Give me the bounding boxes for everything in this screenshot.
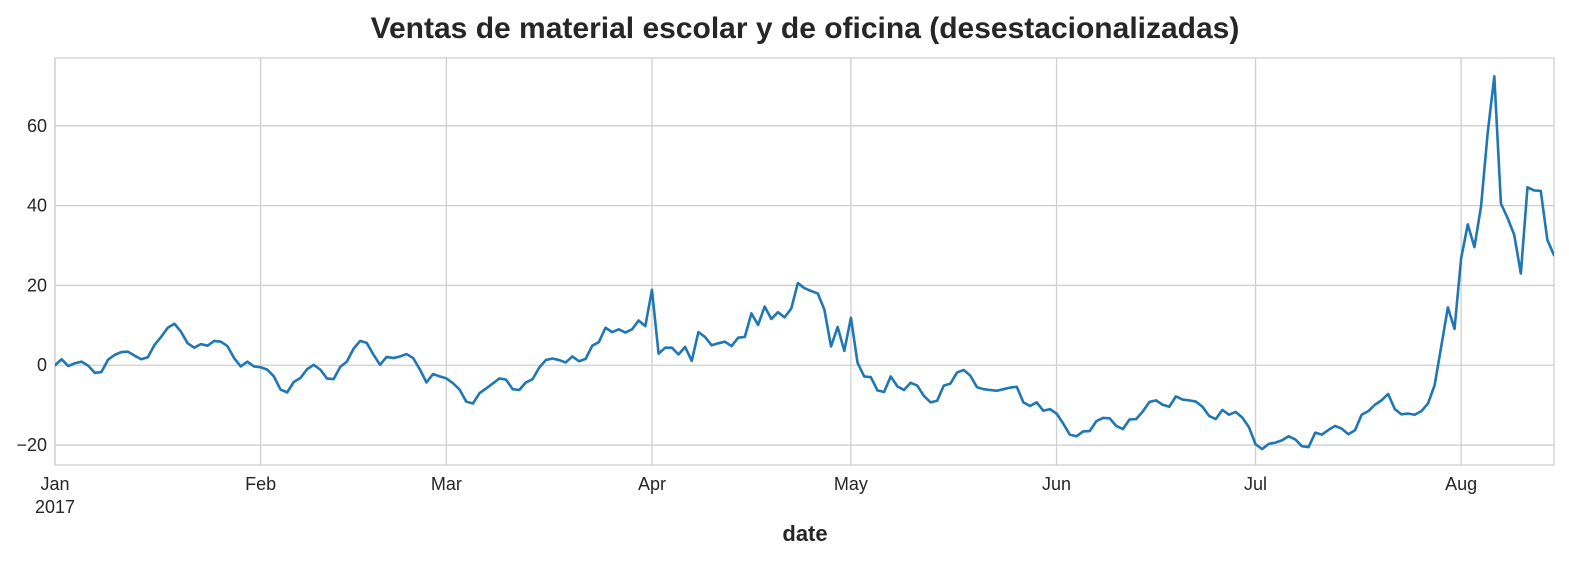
x-tick-label: Jan xyxy=(40,474,69,494)
plot-frame xyxy=(54,57,1555,466)
y-tick-label: −20 xyxy=(16,435,47,455)
y-axis: −20 0 20 40 60 xyxy=(16,116,47,455)
x-axis-label: date xyxy=(782,521,827,546)
x-tick-label: Apr xyxy=(638,474,666,494)
x-tick-sublabel: 2017 xyxy=(35,497,75,517)
x-tick-label: Jul xyxy=(1244,474,1267,494)
y-tick-label: 60 xyxy=(27,116,47,136)
x-axis: Jan 2017 Feb Mar Apr May Jun Jul Aug xyxy=(35,474,1477,517)
y-tick-label: 40 xyxy=(27,196,47,216)
x-tick-label: Mar xyxy=(431,474,462,494)
x-tick-label: Aug xyxy=(1445,474,1477,494)
grid xyxy=(54,58,1554,465)
y-tick-label: 0 xyxy=(37,355,47,375)
x-tick-label: Feb xyxy=(245,474,276,494)
y-tick-label: 20 xyxy=(27,275,47,295)
series-layer xyxy=(55,75,1554,451)
series-line xyxy=(55,75,1554,451)
x-tick-label: Jun xyxy=(1042,474,1071,494)
chart-title: Ventas de material escolar y de oficina … xyxy=(371,12,1240,45)
x-tick-label: May xyxy=(834,474,868,494)
